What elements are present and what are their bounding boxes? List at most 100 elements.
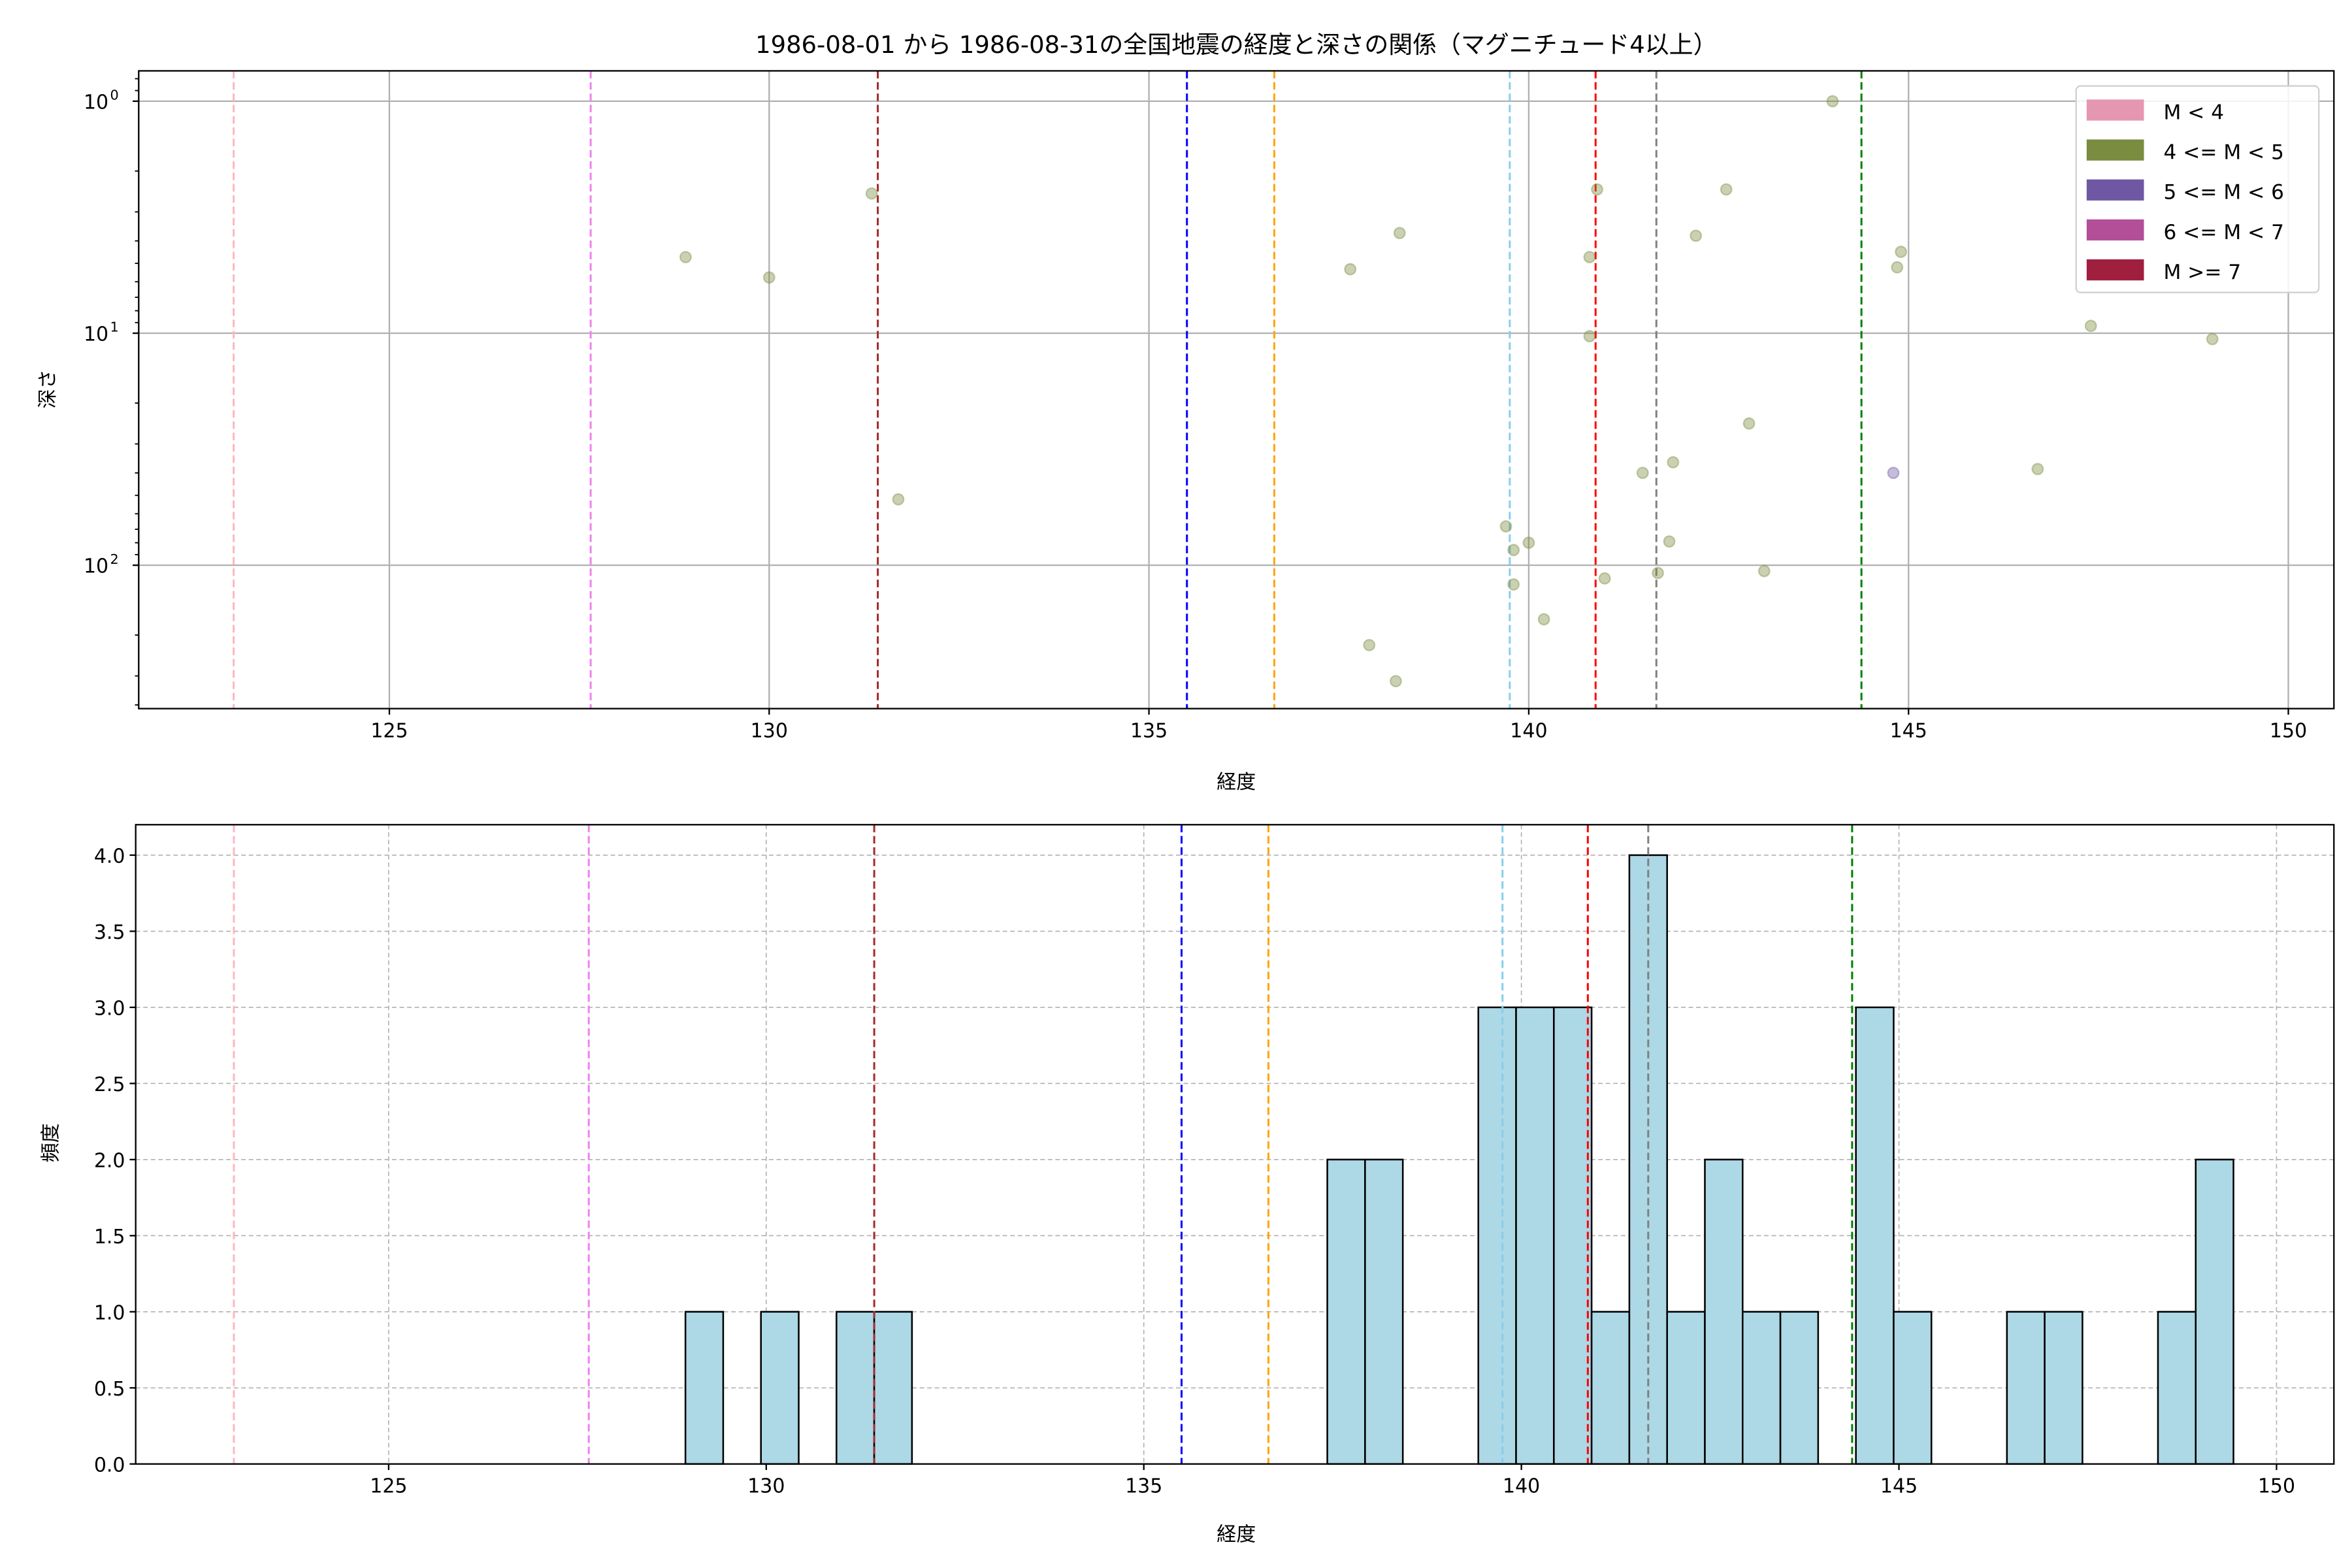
data-point: [1344, 263, 1357, 276]
data-point: [679, 251, 692, 264]
x-tick-label: 145: [1890, 719, 1927, 742]
x-tick-label: 145: [1880, 1475, 1918, 1498]
data-point: [2031, 463, 2044, 476]
legend-box: [2075, 85, 2320, 293]
x-tick-label: 130: [751, 719, 788, 742]
x-tick-label: 140: [1503, 1475, 1540, 1498]
histogram-bar: [2195, 1158, 2234, 1465]
legend-swatch: [2086, 259, 2144, 281]
data-point: [1891, 261, 1904, 274]
histogram-bar: [836, 1311, 875, 1465]
histogram-bar: [1590, 1311, 1631, 1465]
histogram-bar: [1326, 1158, 1366, 1465]
y-tick-label: 4.0: [94, 845, 125, 868]
y-tick-label: 10: [84, 323, 108, 346]
y-tick-label: 10: [84, 91, 108, 114]
x-tick-label: 130: [747, 1475, 785, 1498]
histogram-y-label: 頻度: [40, 1123, 63, 1162]
histogram-bar: [684, 1311, 725, 1465]
histogram-bar: [1893, 1311, 1933, 1465]
x-tick-label: 150: [2258, 1475, 2295, 1498]
histogram-bar: [1364, 1158, 1404, 1465]
histogram-axes: 125 130 135 140 145 150 0.0 0.5 1.0 1.5 2.0 2.5 3.0 3…: [94, 824, 2335, 1498]
data-point: [1720, 183, 1733, 196]
y-tick-label: 10: [84, 555, 108, 578]
data-point: [762, 271, 776, 284]
y-tick-label: 2.5: [94, 1073, 125, 1096]
data-point: [1652, 566, 1665, 580]
histogram-bar: [1477, 1006, 1517, 1465]
data-point: [1507, 544, 1520, 557]
data-point: [1667, 456, 1680, 469]
y-tick-exponent: 2: [110, 551, 118, 567]
data-point: [2206, 333, 2219, 346]
y-tick-label: 1.5: [94, 1226, 125, 1249]
y-tick-label: 0.5: [94, 1378, 125, 1401]
legend-label: M >= 7: [2164, 261, 2242, 284]
histogram-bar: [1704, 1158, 1744, 1465]
data-point: [1757, 564, 1771, 578]
x-tick-label: 135: [1130, 719, 1168, 742]
x-tick-label: 125: [370, 1475, 407, 1498]
histogram-bar: [2157, 1311, 2197, 1465]
histogram-bar: [1855, 1006, 1895, 1465]
legend-label: 5 <= M < 6: [2164, 181, 2284, 204]
data-point: [1887, 466, 1900, 480]
data-point: [1690, 229, 1703, 242]
x-tick-label: 150: [2270, 719, 2307, 742]
scatter-x-label: 経度: [1217, 771, 1256, 794]
y-tick-label: 3.0: [94, 997, 125, 1020]
histogram-x-label: 経度: [1217, 1523, 1256, 1546]
data-point: [1598, 572, 1611, 585]
data-point: [1636, 466, 1649, 480]
data-point: [1742, 417, 1756, 430]
y-tick-label: 3.5: [94, 921, 125, 944]
legend-swatch: [2086, 179, 2144, 201]
histogram-bar: [1515, 1006, 1555, 1465]
histogram-bar: [2044, 1311, 2083, 1465]
legend-label: 6 <= M < 7: [2164, 221, 2284, 244]
data-point: [2084, 319, 2097, 333]
legend-swatch: [2086, 139, 2144, 161]
data-point: [892, 493, 905, 506]
histogram-bar: [1553, 1006, 1593, 1465]
data-point: [1826, 95, 1839, 108]
data-point: [1363, 638, 1376, 651]
data-point: [1507, 578, 1520, 591]
legend-label: 4 <= M < 5: [2164, 140, 2284, 164]
data-point: [1583, 330, 1596, 343]
histogram-bar: [2006, 1311, 2046, 1465]
data-point: [1591, 183, 1604, 196]
data-point: [865, 187, 878, 200]
histogram-bar: [873, 1311, 913, 1465]
x-tick-label: 135: [1125, 1475, 1162, 1498]
chart-title: 1986-08-01 から 1986-08-31の全国地震の経度と深さの関係（マ…: [755, 31, 1717, 59]
data-point: [1393, 227, 1406, 240]
scatter-y-label: 深さ: [37, 369, 59, 408]
histogram-bar: [1779, 1311, 1820, 1465]
data-point: [1895, 246, 1908, 258]
data-point: [1522, 536, 1535, 549]
axes-frame: [138, 70, 2335, 710]
data-point: [1389, 675, 1402, 688]
histogram-bar: [1742, 1311, 1782, 1465]
legend-swatch: [2086, 99, 2144, 121]
x-tick-label: 125: [370, 719, 408, 742]
y-tick-label: 0.0: [94, 1454, 125, 1477]
x-tick-label: 140: [1510, 719, 1547, 742]
legend-swatch: [2086, 219, 2144, 241]
data-point: [1663, 535, 1676, 548]
data-point: [1537, 613, 1550, 626]
histogram-bar: [760, 1311, 800, 1465]
y-tick-label: 1.0: [94, 1301, 125, 1324]
data-point: [1583, 251, 1596, 264]
data-point: [1499, 520, 1512, 533]
histogram-bar: [1666, 1311, 1706, 1465]
axes-frame: [135, 824, 2335, 1465]
y-tick-exponent: 0: [110, 88, 118, 103]
y-tick-label: 2.0: [94, 1149, 125, 1172]
legend-label: M < 4: [2164, 101, 2225, 124]
